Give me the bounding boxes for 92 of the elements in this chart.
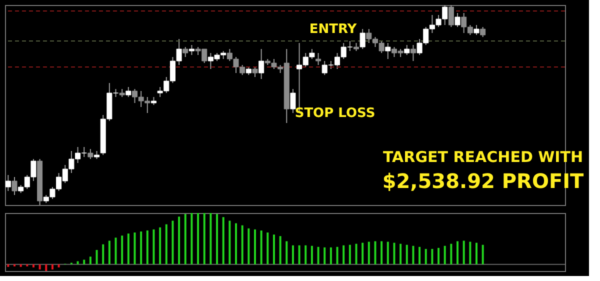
bar bbox=[292, 245, 294, 264]
candlestick bbox=[126, 86, 132, 98]
bar bbox=[83, 260, 86, 264]
candlestick bbox=[360, 28, 366, 50]
bar bbox=[324, 247, 326, 264]
bar bbox=[279, 236, 282, 264]
candlestick bbox=[454, 12, 460, 28]
candlestick bbox=[5, 174, 11, 192]
bar bbox=[216, 214, 218, 264]
bar bbox=[317, 246, 320, 264]
bar bbox=[76, 261, 79, 264]
bar bbox=[393, 242, 396, 264]
bar bbox=[336, 246, 338, 264]
bar bbox=[38, 264, 41, 270]
candlestick bbox=[88, 148, 94, 160]
bar bbox=[355, 244, 358, 264]
bar bbox=[469, 242, 472, 264]
bar bbox=[32, 264, 34, 268]
bar bbox=[248, 228, 250, 264]
bar bbox=[438, 248, 440, 264]
bar bbox=[102, 244, 104, 264]
bar bbox=[121, 236, 124, 264]
bar bbox=[424, 248, 427, 264]
candlestick bbox=[290, 88, 296, 114]
bar bbox=[51, 264, 54, 270]
bar bbox=[58, 264, 60, 268]
bar bbox=[178, 216, 180, 264]
annotation: $2,538.92 PROFIT bbox=[382, 169, 584, 193]
bar bbox=[96, 250, 98, 264]
candlestick bbox=[252, 66, 258, 78]
bar bbox=[431, 248, 434, 264]
bar bbox=[45, 264, 48, 271]
bar bbox=[235, 223, 238, 264]
candlestick bbox=[448, 4, 454, 28]
candlestick bbox=[258, 48, 264, 80]
bar bbox=[190, 213, 193, 264]
bar bbox=[266, 232, 269, 264]
candlestick bbox=[474, 24, 480, 36]
bar bbox=[412, 246, 414, 264]
bar bbox=[241, 225, 244, 264]
bar bbox=[482, 244, 484, 264]
annotation: STOP LOSS bbox=[294, 106, 376, 121]
bar bbox=[165, 224, 168, 264]
annotation: TARGET REACHED WITH bbox=[382, 148, 584, 166]
bar bbox=[203, 213, 206, 264]
candlestick bbox=[404, 44, 410, 56]
bar bbox=[159, 227, 162, 264]
candlestick bbox=[182, 46, 188, 58]
bar bbox=[462, 240, 465, 264]
bar bbox=[108, 240, 110, 264]
bar bbox=[348, 244, 351, 264]
bar bbox=[89, 256, 92, 264]
bar bbox=[210, 213, 212, 264]
bar bbox=[146, 230, 148, 264]
bar bbox=[140, 231, 142, 264]
bar bbox=[456, 241, 459, 264]
bar bbox=[380, 241, 383, 264]
bar bbox=[310, 246, 313, 264]
bar bbox=[450, 244, 452, 264]
bar bbox=[228, 220, 231, 264]
bar bbox=[260, 230, 262, 264]
bar bbox=[330, 247, 332, 264]
bar bbox=[172, 220, 174, 264]
bar bbox=[254, 229, 256, 264]
bar bbox=[134, 232, 136, 264]
bar bbox=[152, 229, 155, 264]
bar bbox=[362, 242, 364, 264]
annotation: ENTRY bbox=[309, 22, 358, 37]
candlestick bbox=[480, 26, 486, 38]
bar bbox=[298, 245, 300, 264]
candlestick bbox=[316, 52, 322, 66]
bar bbox=[374, 241, 376, 264]
bar bbox=[222, 217, 224, 264]
bar bbox=[368, 242, 370, 264]
candlestick bbox=[12, 176, 18, 196]
bar bbox=[342, 245, 345, 264]
bar bbox=[386, 242, 389, 264]
bar bbox=[304, 245, 307, 264]
bar bbox=[406, 244, 408, 264]
bar bbox=[418, 246, 421, 264]
bar bbox=[20, 264, 22, 267]
candlestick bbox=[188, 44, 194, 56]
candlestick bbox=[385, 42, 391, 60]
bar bbox=[197, 213, 200, 264]
bar bbox=[286, 241, 288, 264]
bar bbox=[272, 234, 275, 264]
candlestick bbox=[410, 44, 416, 62]
bar bbox=[400, 244, 402, 264]
bar bbox=[114, 238, 117, 264]
bar bbox=[476, 242, 478, 264]
bar bbox=[444, 246, 446, 264]
bar bbox=[184, 214, 186, 264]
